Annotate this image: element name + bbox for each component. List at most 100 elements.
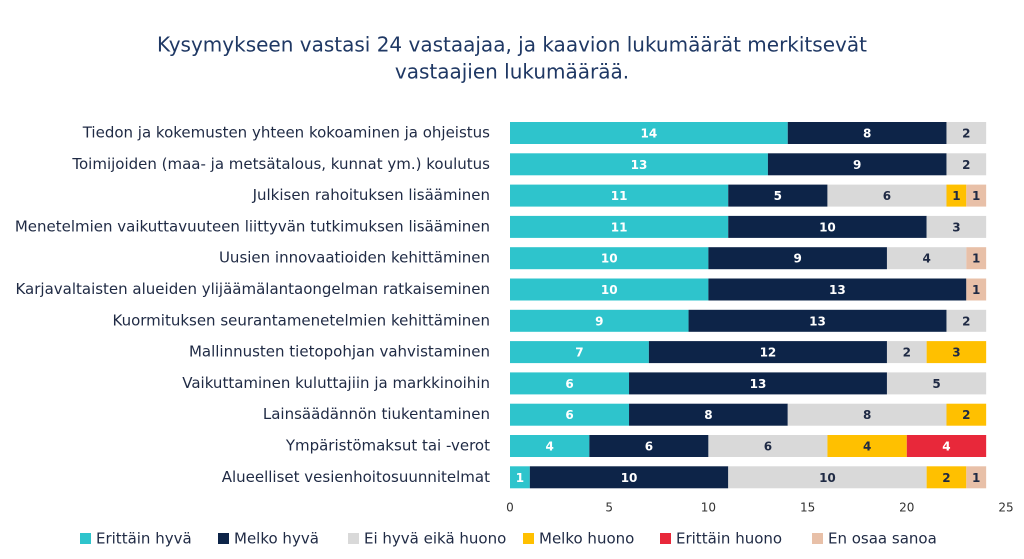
bar-segment	[767, 153, 947, 176]
y-tick-label: Mallinnusten tietopohjan vahvistaminen	[189, 343, 490, 361]
bar-segment	[966, 184, 987, 207]
bar-segment	[629, 372, 887, 395]
data-label: 2	[962, 408, 970, 422]
legend-label: Melko huono	[539, 530, 634, 548]
data-label: 14	[641, 127, 658, 141]
legend-marker	[348, 533, 359, 544]
bar-segment	[648, 341, 887, 364]
y-tick-label: Menetelmien vaikuttavuuteen liittyvän tu…	[15, 217, 490, 235]
bar-segment	[510, 247, 709, 270]
data-label: 12	[760, 346, 777, 360]
bar-segment	[946, 122, 987, 144]
bar-segment	[708, 435, 828, 457]
data-label: 3	[952, 220, 960, 234]
data-label: 2	[903, 346, 911, 360]
x-tick-label: 25	[998, 501, 1013, 515]
data-label: 8	[863, 408, 871, 422]
bar-segment	[787, 122, 947, 144]
bar-segment	[510, 435, 590, 457]
data-label: 8	[704, 408, 712, 422]
data-label: 6	[565, 377, 573, 391]
y-tick-label: Ympäristömaksut tai -verot	[285, 437, 490, 455]
x-tick-label: 20	[899, 501, 914, 515]
data-label: 10	[819, 220, 836, 234]
x-tick-label: 10	[701, 501, 716, 515]
legend-marker	[812, 533, 823, 544]
bar-segment	[728, 215, 927, 238]
data-label: 13	[829, 283, 846, 297]
bar-segment	[827, 435, 907, 457]
data-label: 8	[863, 127, 871, 141]
x-tick-label: 5	[605, 501, 613, 515]
legend-label: Erittäin hyvä	[96, 530, 192, 548]
bar-segment	[510, 215, 729, 238]
y-tick-label: Julkisen rahoituksen lisääminen	[252, 186, 490, 204]
legend-marker	[218, 533, 229, 544]
legend-marker	[80, 533, 91, 544]
chart-title: vastaajien lukumäärää.	[395, 60, 629, 84]
bar-segment	[510, 341, 649, 364]
legend-label: Erittäin huono	[676, 530, 782, 548]
bar-segment	[708, 247, 887, 270]
bar-segment	[629, 403, 788, 426]
bar-segment	[926, 341, 987, 364]
data-label: 10	[819, 471, 836, 485]
data-label: 1	[516, 471, 524, 485]
chart-title: Kysymykseen vastasi 24 vastaajaa, ja kaa…	[157, 33, 867, 57]
data-label: 4	[922, 252, 930, 266]
data-label: 6	[883, 189, 891, 203]
data-label: 2	[962, 314, 970, 328]
y-tick-label: Tiedon ja kokemusten yhteen kokoaminen j…	[82, 124, 490, 142]
data-label: 4	[546, 440, 554, 454]
data-label: 1	[972, 471, 980, 485]
data-label: 5	[932, 377, 940, 391]
data-label: 2	[962, 158, 970, 172]
data-label: 6	[565, 408, 573, 422]
bar-segment	[728, 184, 828, 207]
bar-segment	[510, 153, 768, 176]
y-tick-label: Uusien innovaatioiden kehittäminen	[219, 249, 490, 267]
data-label: 2	[962, 127, 970, 141]
data-label: 10	[601, 283, 618, 297]
bar-segment	[906, 435, 987, 457]
bar-segment	[688, 309, 947, 332]
bar-segment	[510, 466, 530, 489]
y-tick-label: Kuormituksen seurantamenetelmien kehittä…	[112, 311, 490, 329]
bar-segment	[886, 341, 927, 364]
data-label: 1	[952, 189, 960, 203]
data-label: 1	[972, 252, 980, 266]
y-tick-label: Lainsäädännön tiukentaminen	[263, 405, 490, 423]
y-tick-label: Vaikuttaminen kuluttajiin ja markkinoihi…	[182, 374, 490, 392]
data-label: 1	[972, 283, 980, 297]
y-tick-label: Toimijoiden (maa- ja metsätalous, kunnat…	[71, 155, 490, 173]
data-label: 13	[809, 314, 826, 328]
data-label: 4	[863, 440, 871, 454]
bar-segment	[946, 184, 967, 207]
data-label: 10	[621, 471, 638, 485]
bar-segment	[728, 466, 927, 489]
legend-label: Ei hyvä eikä huono	[364, 530, 506, 548]
bar-segment	[510, 278, 709, 301]
bar-segment	[708, 278, 967, 301]
bar-segment	[827, 184, 947, 207]
data-label: 13	[631, 158, 648, 172]
data-label: 6	[764, 440, 772, 454]
data-label: 4	[942, 440, 950, 454]
data-label: 9	[853, 158, 861, 172]
bar-segment	[510, 184, 729, 207]
bar-segment	[529, 466, 729, 489]
data-label: 9	[595, 314, 603, 328]
bar-segment	[946, 309, 987, 332]
data-label: 6	[645, 440, 653, 454]
bar-segment	[510, 403, 630, 426]
bar-segment	[946, 153, 987, 176]
legend-label: En osaa sanoa	[828, 530, 937, 548]
bar-segment	[946, 403, 987, 426]
data-label: 13	[750, 377, 767, 391]
legend-marker	[660, 533, 671, 544]
data-label: 9	[794, 252, 802, 266]
bar-segment	[510, 372, 630, 395]
bar-segment	[787, 403, 947, 426]
data-label: 7	[575, 346, 583, 360]
